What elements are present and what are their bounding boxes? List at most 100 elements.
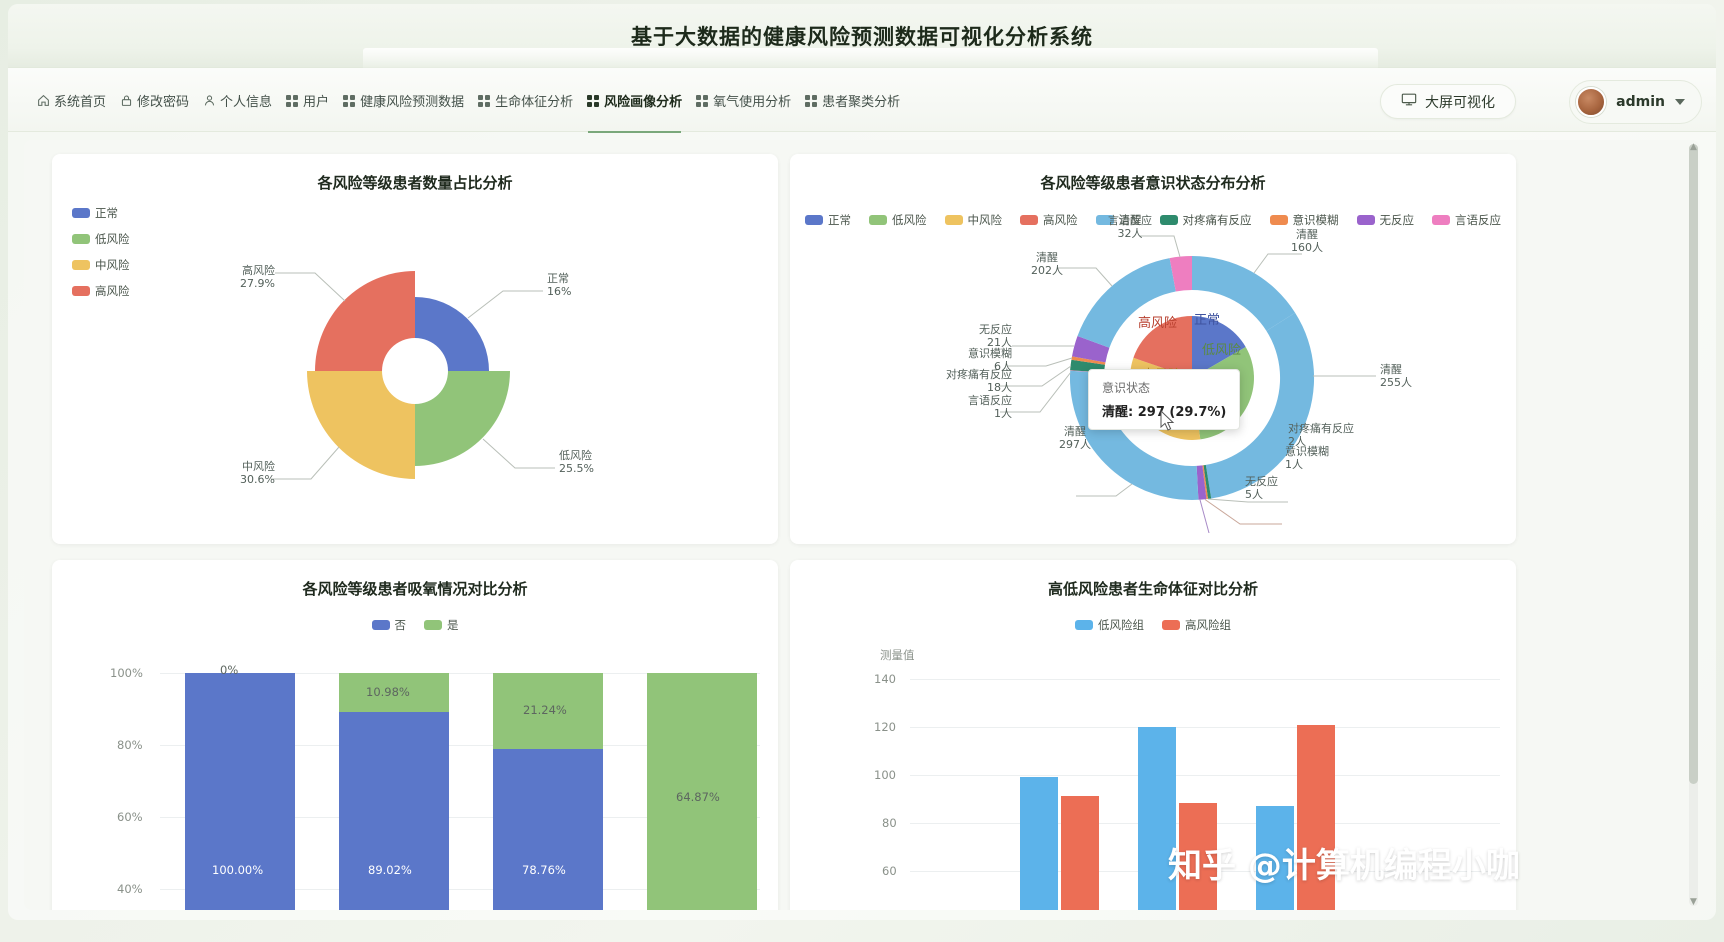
bar-low-risk[interactable] bbox=[1020, 777, 1058, 910]
scrollbar-thumb[interactable] bbox=[1689, 144, 1698, 784]
bar-segment-yes[interactable] bbox=[493, 673, 603, 749]
nav-item-personal-info[interactable]: 个人信息 bbox=[196, 68, 279, 132]
legend-swatch bbox=[1432, 215, 1450, 225]
bigscreen-label: 大屏可视化 bbox=[1425, 94, 1495, 111]
bar-value-label: 100.00% bbox=[212, 863, 264, 877]
legend-label: 正常 bbox=[95, 206, 118, 220]
bar-high-risk[interactable] bbox=[1179, 803, 1217, 910]
legend-item[interactable]: 高风险组 bbox=[1162, 617, 1231, 633]
legend-swatch bbox=[944, 215, 963, 225]
legend-swatch bbox=[1269, 215, 1288, 225]
nav-label: 系统首页 bbox=[54, 94, 107, 110]
bar-low-risk[interactable] bbox=[1256, 806, 1294, 910]
legend-item[interactable]: 中风险 bbox=[72, 257, 130, 273]
nested-donut-chart[interactable]: 言语反应 32人 清醒 160人 清醒 202人 无反应 21人 意识模糊 6人 对疼痛有… bbox=[790, 214, 1516, 533]
legend-item[interactable]: 高风险 bbox=[1020, 212, 1078, 228]
legend-item[interactable]: 言语反应 bbox=[1432, 212, 1501, 228]
rose-donut-chart[interactable]: 正常 16% 低风险 25.5% 中风险 30.6% 高风险 27.9% bbox=[52, 193, 778, 513]
stacked-bar-chart[interactable]: 100% 80% 60% 40% 0% 100.00% 10.98% 89.02… bbox=[52, 633, 778, 910]
legend-label: 中风险 bbox=[95, 258, 130, 272]
outer-label-painresponse-18: 对疼痛有反应 18人 bbox=[946, 368, 1012, 394]
inner-label-high-risk: 高风险 bbox=[1138, 316, 1178, 331]
vertical-scrollbar[interactable] bbox=[1689, 144, 1698, 906]
app-frame: 基于大数据的健康风险预测数据可视化分析系统 系统首页 修改密码 个人信息 bbox=[8, 4, 1716, 920]
bar-value-label: 10.98% bbox=[366, 685, 410, 699]
legend-item[interactable]: 无反应 bbox=[1356, 212, 1414, 228]
tooltip-value: 清醒: 297 (29.7%) bbox=[1102, 405, 1227, 420]
inner-label-normal: 正常 bbox=[1194, 313, 1221, 328]
gridline bbox=[160, 673, 760, 674]
slice-label-medium-risk: 中风险 30.6% bbox=[240, 460, 275, 486]
legend-item[interactable]: 对疼痛有反应 bbox=[1159, 212, 1252, 228]
nav-item-vital-signs-analysis[interactable]: 生命体征分析 bbox=[471, 68, 580, 132]
legend-item[interactable]: 意识模糊 bbox=[1269, 212, 1339, 228]
bar-high-risk[interactable] bbox=[1061, 796, 1099, 910]
legend-item[interactable]: 正常 bbox=[805, 212, 851, 228]
bigscreen-visualization-button[interactable]: 大屏可视化 bbox=[1380, 84, 1516, 119]
y-tick: 40% bbox=[117, 882, 143, 896]
grid-icon bbox=[478, 94, 491, 107]
home-icon bbox=[37, 94, 50, 107]
gridline bbox=[910, 679, 1500, 680]
gridline bbox=[160, 745, 760, 746]
bar-high-risk[interactable] bbox=[1297, 725, 1335, 910]
nav-items-container: 系统首页 修改密码 个人信息 用户 健康风险预测数据 bbox=[30, 68, 907, 133]
bar-segment-no[interactable] bbox=[339, 712, 449, 910]
nav-item-users[interactable]: 用户 bbox=[279, 68, 336, 132]
bar-value-label: 78.76% bbox=[522, 863, 566, 877]
grid-icon bbox=[696, 94, 709, 107]
lock-icon bbox=[120, 94, 133, 107]
legend-item[interactable]: 低风险 bbox=[72, 231, 130, 247]
y-tick: 80 bbox=[882, 816, 897, 830]
legend-swatch bbox=[72, 234, 90, 244]
chart-title: 各风险等级患者吸氧情况对比分析 bbox=[302, 580, 528, 598]
slice-label-low-risk: 低风险 25.5% bbox=[559, 449, 594, 475]
nav-label: 风险画像分析 bbox=[604, 94, 683, 110]
legend-item[interactable]: 低风险 bbox=[869, 212, 927, 228]
scroll-down-arrow-icon[interactable]: ▼ bbox=[1690, 897, 1697, 907]
gridline bbox=[160, 817, 760, 818]
gridline bbox=[160, 889, 760, 890]
nav-item-patient-clustering-analysis[interactable]: 患者聚类分析 bbox=[798, 68, 907, 132]
bar-segment-no[interactable] bbox=[185, 673, 295, 910]
dashboard-scroll-area: 各风险等级患者数量占比分析 正常 低风险 中风险 bbox=[24, 140, 1686, 910]
header-banner: 基于大数据的健康风险预测数据可视化分析系统 bbox=[8, 4, 1716, 70]
legend-item[interactable]: 正常 bbox=[72, 205, 118, 221]
legend-swatch bbox=[1075, 620, 1093, 630]
gridline bbox=[910, 727, 1500, 728]
legend-item[interactable]: 中风险 bbox=[944, 212, 1003, 228]
gridline bbox=[910, 775, 1500, 776]
chart-title: 各风险等级患者意识状态分布分析 bbox=[1040, 174, 1266, 192]
legend-item[interactable]: 否 bbox=[371, 617, 406, 633]
nav-item-system-home[interactable]: 系统首页 bbox=[30, 68, 113, 132]
bar-value-label: 0% bbox=[220, 663, 239, 677]
bar-segment-yes[interactable] bbox=[647, 673, 757, 910]
nav-item-health-risk-prediction-data[interactable]: 健康风险预测数据 bbox=[336, 68, 471, 132]
slice-label-high-risk: 高风险 27.9% bbox=[240, 264, 275, 290]
bar-segment-no[interactable] bbox=[493, 749, 603, 910]
legend-swatch bbox=[1356, 215, 1375, 225]
bar-segment-yes[interactable] bbox=[339, 673, 449, 712]
legend-item[interactable]: 是 bbox=[424, 617, 459, 633]
legend-item[interactable]: 清醒 bbox=[1095, 212, 1142, 228]
legend-swatch bbox=[869, 215, 887, 225]
nav-item-oxygen-usage-analysis[interactable]: 氧气使用分析 bbox=[689, 68, 798, 132]
chart-legend: 正常 低风险 中风险 高风险 bbox=[72, 200, 130, 304]
legend-label: 中风险 bbox=[967, 213, 1003, 227]
legend-item[interactable]: 高风险 bbox=[72, 283, 130, 299]
legend-label: 低风险 bbox=[892, 213, 927, 227]
outer-label-confused-1: 意识模糊 1人 bbox=[1285, 445, 1329, 471]
bar-value-label: 89.02% bbox=[368, 863, 412, 877]
outer-label-awake-297: 清醒 297人 bbox=[1059, 425, 1091, 451]
nav-item-risk-profile-analysis[interactable]: 风险画像分析 bbox=[580, 68, 689, 133]
chart-title: 各风险等级患者数量占比分析 bbox=[317, 174, 513, 192]
inner-label-low-risk: 低风险 bbox=[1202, 343, 1242, 358]
y-tick: 60 bbox=[882, 864, 897, 878]
bar-low-risk[interactable] bbox=[1138, 727, 1176, 910]
legend-item[interactable]: 低风险组 bbox=[1075, 617, 1144, 633]
grouped-bar-chart[interactable]: 测量值 140 120 100 80 60 40 bbox=[790, 633, 1516, 910]
nav-label: 生命体征分析 bbox=[495, 94, 574, 110]
nav-item-change-password[interactable]: 修改密码 bbox=[113, 68, 196, 132]
user-menu[interactable]: admin bbox=[1569, 80, 1702, 124]
scroll-up-arrow-icon[interactable]: ▲ bbox=[1690, 142, 1697, 152]
